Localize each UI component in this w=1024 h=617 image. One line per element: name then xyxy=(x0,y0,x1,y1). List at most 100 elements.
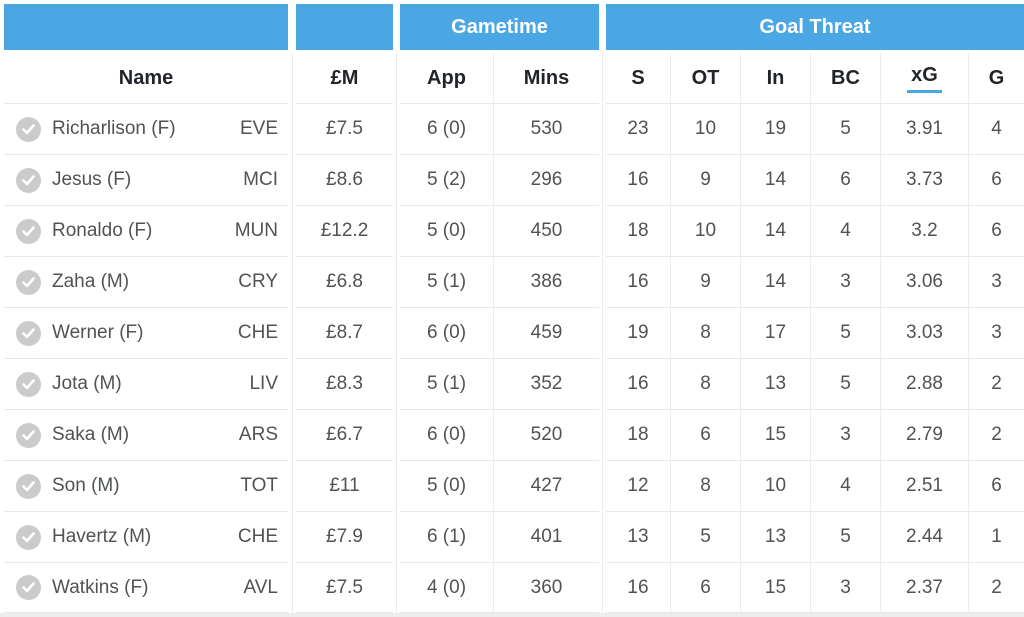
goals-value: 1 xyxy=(968,511,1024,562)
on-target-value: 8 xyxy=(670,358,740,409)
column-gap xyxy=(288,256,296,307)
column-header-goals[interactable]: G xyxy=(968,53,1024,103)
appearances-value: 6 (0) xyxy=(400,307,493,358)
column-gap xyxy=(393,4,400,50)
goals-value: 6 xyxy=(968,205,1024,256)
column-header-xg-sorted[interactable]: xG xyxy=(880,53,968,103)
minutes-value: 360 xyxy=(493,562,599,613)
column-gap xyxy=(393,103,400,154)
column-gap xyxy=(393,256,400,307)
column-gap xyxy=(393,205,400,256)
xg-value: 2.51 xyxy=(880,460,968,511)
check-circle-icon[interactable] xyxy=(16,167,41,193)
column-header-on-target[interactable]: OT xyxy=(670,53,740,103)
column-gap xyxy=(393,562,400,613)
xg-value: 3.06 xyxy=(880,256,968,307)
big-chances-value: 4 xyxy=(810,205,880,256)
check-circle-icon[interactable] xyxy=(16,116,41,142)
check-circle-icon[interactable] xyxy=(16,422,41,448)
big-chances-value: 5 xyxy=(810,103,880,154)
price-value: £8.7 xyxy=(296,307,393,358)
group-header-price-blank xyxy=(296,4,393,50)
player-cell: Jota (M) LIV xyxy=(4,358,288,409)
column-gap xyxy=(393,511,400,562)
shots-value: 18 xyxy=(606,409,670,460)
minutes-value: 520 xyxy=(493,409,599,460)
column-gap xyxy=(393,358,400,409)
on-target-value: 8 xyxy=(670,307,740,358)
price-value: £7.9 xyxy=(296,511,393,562)
column-header-big-chances[interactable]: BC xyxy=(810,53,880,103)
player-team: CRY xyxy=(238,271,278,292)
player-team: ARS xyxy=(238,424,278,445)
in-box-value: 15 xyxy=(740,562,810,613)
check-circle-icon[interactable] xyxy=(16,473,41,499)
appearances-value: 6 (1) xyxy=(400,511,493,562)
in-box-value: 14 xyxy=(740,205,810,256)
check-circle-icon[interactable] xyxy=(16,371,41,397)
sort-indicator-underline: xG xyxy=(907,64,942,93)
big-chances-value: 3 xyxy=(810,562,880,613)
goals-value: 6 xyxy=(968,154,1024,205)
check-circle-icon[interactable] xyxy=(16,269,41,295)
appearances-value: 5 (0) xyxy=(400,460,493,511)
appearances-value: 5 (0) xyxy=(400,205,493,256)
column-gap xyxy=(599,562,606,613)
on-target-value: 9 xyxy=(670,154,740,205)
column-gap xyxy=(599,205,606,256)
in-box-value: 13 xyxy=(740,358,810,409)
player-name: Saka (M) xyxy=(52,424,130,445)
minutes-value: 459 xyxy=(493,307,599,358)
shots-value: 16 xyxy=(606,256,670,307)
column-gap xyxy=(288,358,296,409)
group-header-name-blank xyxy=(4,4,288,50)
player-team: EVE xyxy=(239,118,278,139)
column-gap xyxy=(599,154,606,205)
in-box-value: 15 xyxy=(740,409,810,460)
column-header-price[interactable]: £M xyxy=(330,66,359,89)
price-value: £7.5 xyxy=(296,103,393,154)
column-gap xyxy=(599,4,606,50)
column-gap xyxy=(393,409,400,460)
player-cell: Havertz (M) CHE xyxy=(4,511,288,562)
check-circle-icon[interactable] xyxy=(16,218,41,244)
column-gap xyxy=(288,154,296,205)
column-header-in-box[interactable]: In xyxy=(740,53,810,103)
appearances-value: 5 (1) xyxy=(400,358,493,409)
player-cell: Zaha (M) CRY xyxy=(4,256,288,307)
appearances-value: 5 (2) xyxy=(400,154,493,205)
shots-value: 12 xyxy=(606,460,670,511)
table-row: Son (M) TOT £11 5 (0) 427 12 8 10 4 2.51… xyxy=(4,460,1024,511)
column-gap xyxy=(599,409,606,460)
column-gap xyxy=(599,307,606,358)
column-gap xyxy=(288,409,296,460)
column-header-name[interactable]: Name xyxy=(118,66,174,89)
column-header-mins[interactable]: Mins xyxy=(493,53,599,103)
minutes-value: 352 xyxy=(493,358,599,409)
table-row: Zaha (M) CRY £6.8 5 (1) 386 16 9 14 3 3.… xyxy=(4,256,1024,307)
column-header-shots[interactable]: S xyxy=(631,66,645,89)
player-cell: Jesus (F) MCI xyxy=(4,154,288,205)
shots-value: 16 xyxy=(606,154,670,205)
shots-value: 18 xyxy=(606,205,670,256)
goals-value: 2 xyxy=(968,562,1024,613)
shots-value: 23 xyxy=(606,103,670,154)
column-header-app[interactable]: App xyxy=(427,66,466,89)
player-team: MUN xyxy=(234,220,278,241)
player-name: Watkins (F) xyxy=(52,576,149,598)
player-name: Jota (M) xyxy=(52,373,122,394)
player-name: Werner (F) xyxy=(52,322,144,343)
price-value: £6.7 xyxy=(296,409,393,460)
column-gap xyxy=(288,460,296,511)
appearances-value: 4 (0) xyxy=(400,562,493,613)
price-value: £7.5 xyxy=(296,562,393,613)
column-header-row: Name £M App Mins S OT In BC xG G xyxy=(4,53,1024,103)
big-chances-value: 6 xyxy=(810,154,880,205)
player-name: Son (M) xyxy=(52,475,120,496)
check-circle-icon[interactable] xyxy=(16,320,41,346)
minutes-value: 427 xyxy=(493,460,599,511)
on-target-value: 6 xyxy=(670,562,740,613)
check-circle-icon[interactable] xyxy=(16,524,41,550)
check-circle-icon[interactable] xyxy=(16,575,41,600)
